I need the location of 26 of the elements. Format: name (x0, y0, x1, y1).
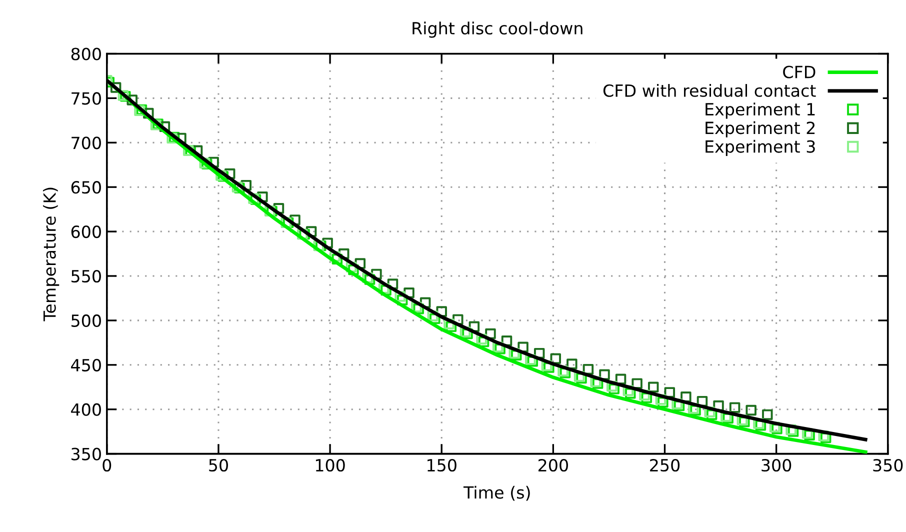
y-tick-label: 500 (72, 314, 101, 328)
y-tick-label: 750 (72, 92, 101, 105)
legend-label: Experiment 3 (706, 140, 815, 156)
x-tick-label: 250 (650, 458, 680, 472)
x-tick-label: 200 (538, 458, 568, 472)
y-tick-label: 400 (71, 403, 101, 416)
y-tick-label: 650 (71, 181, 101, 194)
y-tick-label: 800 (71, 48, 101, 60)
x-axis-title: Time (s) (463, 486, 530, 501)
y-tick-label: 450 (71, 358, 101, 372)
x-tick-label: 150 (428, 458, 456, 472)
legend-label: CFD with residual contact (603, 84, 816, 97)
chart-title: Right disc cool-down (412, 22, 582, 38)
legend-label: CFD (783, 66, 816, 78)
y-axis-title: Temperature (K) (43, 188, 60, 322)
y-tick-label: 600 (71, 226, 101, 238)
y-tick-label: 550 (72, 270, 101, 283)
y-tick-label: 350 (72, 448, 101, 460)
legend-label: Experiment 2 (706, 121, 815, 138)
x-tick-label: 50 (209, 458, 228, 472)
x-tick-label: 350 (873, 458, 903, 472)
legend-label: Experiment 1 (706, 102, 815, 119)
y-tick-label: 700 (72, 136, 101, 150)
x-tick-label: 0 (102, 458, 112, 472)
x-tick-label: 100 (316, 458, 345, 472)
x-tick-label: 300 (762, 458, 792, 472)
